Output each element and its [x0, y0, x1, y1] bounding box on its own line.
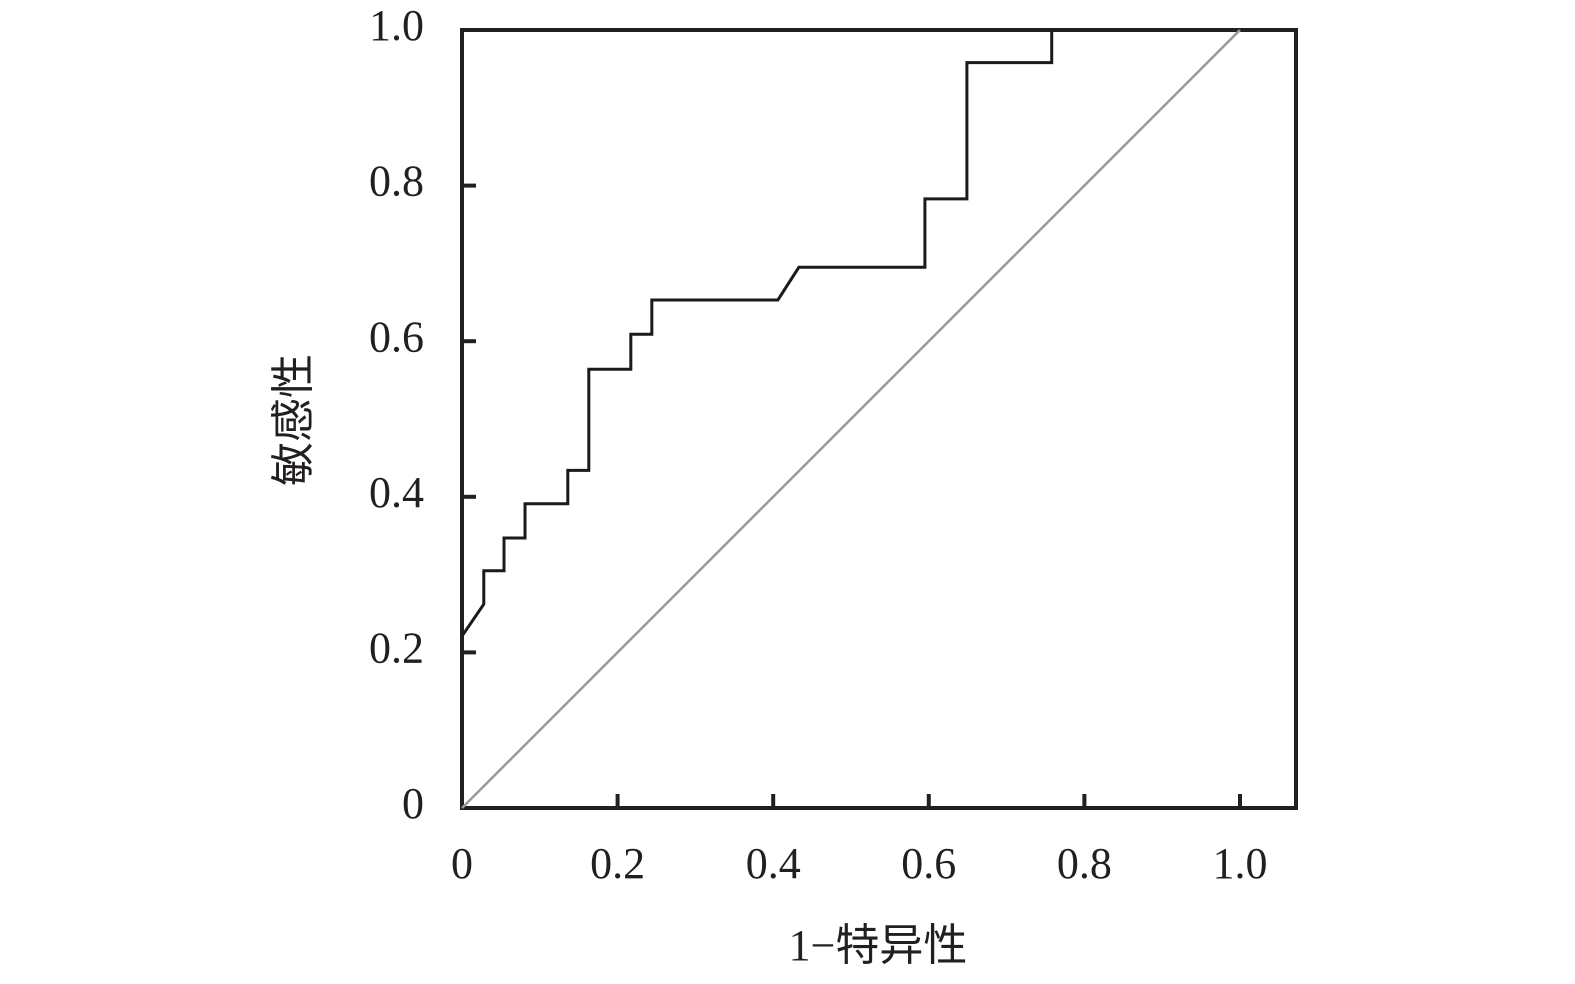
y-tick-label: 0: [402, 779, 424, 828]
x-tick-label: 0.8: [1057, 839, 1112, 888]
x-tick-label: 0.6: [901, 839, 956, 888]
y-tick-label: 0.4: [369, 468, 424, 517]
plot-frame: [460, 28, 1298, 810]
y-axis-title: 敏感性: [269, 354, 318, 486]
x-axis-title: 1−特异性: [789, 921, 968, 970]
x-tick-label: 0.2: [590, 839, 645, 888]
y-tick-label: 0.2: [369, 623, 424, 672]
y-tick-label: 0.6: [369, 312, 424, 361]
x-tick-label: 1.0: [1212, 839, 1267, 888]
x-tick-label: 0.4: [746, 839, 801, 888]
y-tick-label: 0.8: [369, 157, 424, 206]
roc-line: [461, 29, 1241, 809]
y-tick-label: 1.0: [369, 1, 424, 50]
roc-line: [460, 30, 1054, 637]
x-tick-label: 0: [451, 839, 473, 888]
